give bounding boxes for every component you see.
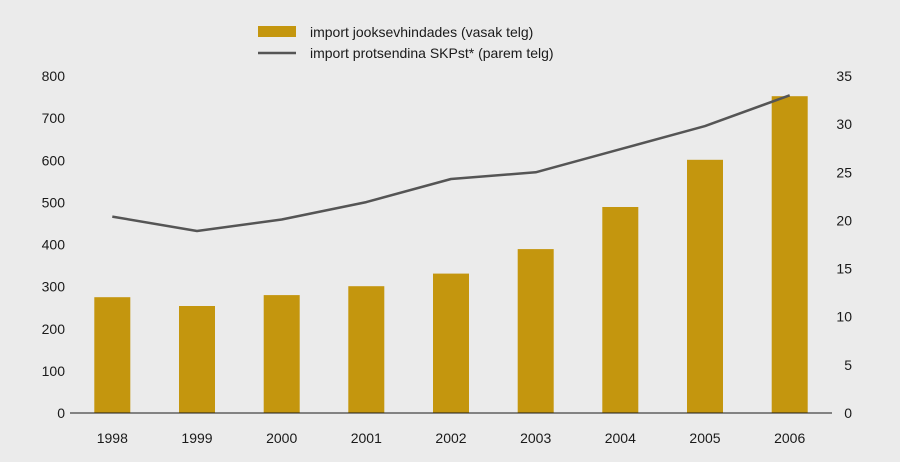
x-axis: 1998 1999 2000 2001 2002 2003 2004 2005 2006 — [97, 430, 806, 446]
x-tick-label: 2000 — [266, 430, 297, 446]
y-right-tick-label: 20 — [836, 212, 852, 228]
x-tick-label: 2001 — [351, 430, 382, 446]
y-right-tick-label: 15 — [836, 261, 852, 277]
y-left-tick-label: 800 — [42, 68, 66, 84]
y-right-tick-label: 30 — [836, 116, 852, 132]
bar-2000 — [264, 295, 300, 413]
x-tick-label: 2002 — [435, 430, 466, 446]
bar-1999 — [179, 306, 215, 413]
y-left-tick-label: 500 — [42, 194, 66, 210]
x-tick-label: 2004 — [605, 430, 636, 446]
y-right-tick-label: 0 — [844, 405, 852, 421]
legend-label-bars: import jooksevhindades (vasak telg) — [310, 24, 533, 40]
bar-series — [94, 96, 807, 413]
bar-2002 — [433, 274, 469, 413]
y-right-tick-label: 5 — [844, 357, 852, 373]
bar-2003 — [518, 249, 554, 413]
y-left-tick-label: 600 — [42, 152, 66, 168]
bar-1998 — [94, 297, 130, 413]
x-tick-label: 1999 — [181, 430, 212, 446]
x-tick-label: 2003 — [520, 430, 551, 446]
y-axis-left: 0 100 200 300 400 500 600 700 800 — [42, 68, 66, 421]
bar-2004 — [602, 207, 638, 413]
bar-2006 — [772, 96, 808, 413]
y-left-tick-label: 0 — [57, 405, 65, 421]
x-tick-label: 2006 — [774, 430, 805, 446]
y-left-tick-label: 200 — [42, 321, 66, 337]
y-right-tick-label: 10 — [836, 309, 852, 325]
legend-swatch-bars — [258, 26, 296, 37]
y-axis-right: 0 5 10 15 20 25 30 35 — [836, 68, 852, 421]
x-tick-label: 1998 — [97, 430, 128, 446]
y-left-tick-label: 700 — [42, 110, 66, 126]
bar-2005 — [687, 160, 723, 413]
y-left-tick-label: 100 — [42, 363, 66, 379]
y-left-tick-label: 300 — [42, 279, 66, 295]
legend: import jooksevhindades (vasak telg) impo… — [258, 24, 554, 61]
x-tick-label: 2005 — [689, 430, 720, 446]
bar-2001 — [348, 286, 384, 413]
y-right-tick-label: 25 — [836, 164, 852, 180]
legend-label-line: import protsendina SKPst* (parem telg) — [310, 45, 554, 61]
y-right-tick-label: 35 — [836, 68, 852, 84]
y-left-tick-label: 400 — [42, 237, 66, 253]
